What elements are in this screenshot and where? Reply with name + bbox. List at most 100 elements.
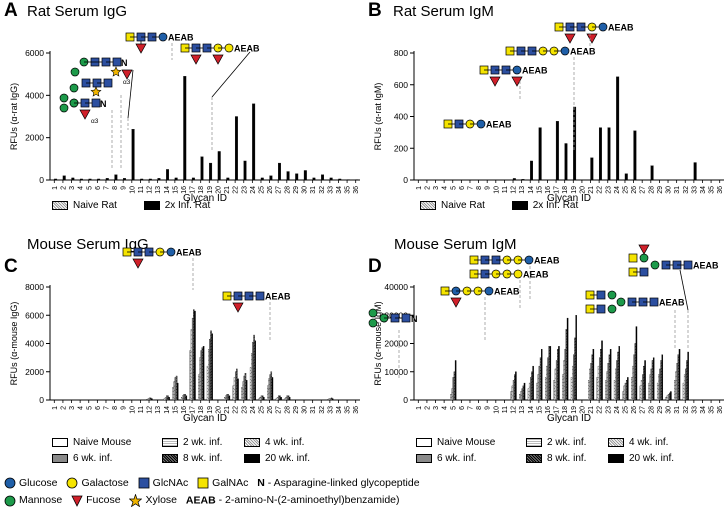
x-tick-label: 8 — [476, 406, 483, 410]
glcnac-icon — [639, 267, 649, 277]
x-tick-label: 23 — [605, 406, 612, 414]
bar — [539, 357, 542, 401]
legend-label: Naive Rat — [73, 200, 117, 211]
bar — [523, 382, 526, 401]
x-tick-label: 1 — [416, 406, 423, 410]
x-tick-label: 6 — [95, 186, 102, 190]
bar — [656, 382, 659, 401]
x-tick-label: 15 — [536, 406, 543, 414]
bar — [227, 394, 229, 401]
bar — [635, 326, 638, 401]
bar — [88, 178, 92, 181]
aeab-label: AEAB — [522, 66, 548, 76]
x-tick-label: 27 — [640, 186, 647, 194]
x-tick-label: 28 — [284, 186, 291, 194]
bar — [665, 397, 668, 401]
bar — [249, 367, 252, 401]
bar — [182, 395, 184, 401]
bar — [276, 397, 279, 401]
panel-d-letter: D — [368, 256, 382, 277]
bar — [598, 127, 602, 181]
bar — [573, 106, 577, 181]
panel-a-title: Rat Serum IgG — [27, 3, 128, 20]
bar — [607, 127, 611, 181]
y-tick-label: 6000 — [25, 48, 44, 58]
n-label: N — [121, 58, 128, 68]
bar — [522, 385, 525, 401]
x-tick-label: 19 — [207, 406, 214, 414]
y-tick-label: 8000 — [25, 282, 44, 292]
glcnac-icon — [103, 78, 113, 88]
bar — [338, 178, 342, 181]
x-tick-label: 21 — [588, 406, 595, 414]
bar — [548, 346, 550, 401]
bar — [191, 317, 194, 401]
x-tick-label: 24 — [614, 406, 621, 414]
glcnac-icon — [112, 57, 122, 67]
fucose-icon — [564, 33, 576, 44]
bar — [658, 374, 660, 401]
x-tick-label: 17 — [554, 406, 561, 414]
x-tick-label: 24 — [250, 186, 257, 194]
y-tick-label: 20000 — [384, 339, 408, 349]
x-tick-label: 9 — [121, 406, 128, 410]
x-tick-label: 16 — [545, 186, 552, 194]
glucose-icon — [166, 247, 176, 257]
bar — [151, 398, 153, 401]
bar — [553, 380, 556, 401]
x-tick-label: 25 — [258, 186, 265, 194]
fucose-icon — [79, 109, 91, 120]
bar — [252, 103, 256, 181]
x-tick-label: 11 — [138, 186, 145, 193]
bar — [555, 360, 558, 401]
bar — [622, 391, 624, 401]
bar — [564, 143, 568, 181]
bar — [200, 350, 202, 401]
bar — [206, 365, 209, 401]
x-tick-label: 19 — [207, 186, 214, 194]
bar — [650, 165, 654, 181]
bar — [562, 374, 564, 401]
bar — [592, 348, 595, 401]
x-tick-label: 23 — [241, 186, 248, 194]
bar — [541, 348, 543, 401]
bar — [521, 388, 523, 401]
bar — [267, 385, 269, 401]
bar — [570, 377, 573, 401]
glcnac-icon — [683, 260, 693, 270]
bar — [589, 368, 591, 401]
x-tick-label: 28 — [648, 406, 655, 414]
bar — [260, 395, 263, 401]
bar — [226, 177, 230, 181]
y-tick-label: 10000 — [384, 367, 408, 377]
fucose-icon — [638, 244, 650, 255]
legend-label: 4 wk. inf. — [629, 437, 669, 448]
x-tick-label: 30 — [666, 186, 673, 194]
bar — [687, 351, 689, 401]
bar — [536, 382, 538, 401]
bar — [278, 395, 280, 401]
bar — [519, 394, 521, 401]
mannose-icon — [69, 83, 79, 93]
x-tick-label: 24 — [250, 406, 257, 414]
legend-swatch-naive-rat — [420, 200, 436, 210]
glcnac-icon — [401, 313, 411, 323]
legend-swatch-naive-rat — [52, 200, 68, 210]
bar — [194, 310, 196, 401]
bar — [209, 162, 213, 181]
x-tick-label: 15 — [172, 186, 179, 194]
bar — [452, 377, 455, 401]
x-tick-label: 16 — [181, 186, 188, 194]
x-tick-label: 7 — [103, 406, 110, 410]
bar — [624, 173, 628, 181]
bar — [181, 397, 183, 401]
y-tick-label: 0 — [39, 395, 44, 405]
bar — [549, 346, 552, 401]
mannose-icon — [650, 260, 660, 270]
bar — [659, 368, 661, 401]
y-tick-label: 0 — [403, 175, 408, 185]
glcnac-icon — [255, 291, 265, 301]
fucose-icon — [586, 33, 598, 44]
x-tick-label: 30 — [302, 186, 309, 194]
y-axis-label: RFUs (α-rat IgG) — [9, 83, 19, 150]
